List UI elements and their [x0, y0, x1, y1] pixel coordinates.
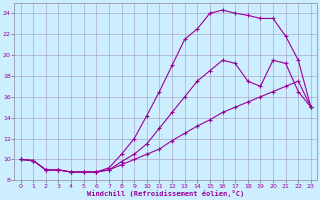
X-axis label: Windchill (Refroidissement éolien,°C): Windchill (Refroidissement éolien,°C)	[87, 190, 244, 197]
